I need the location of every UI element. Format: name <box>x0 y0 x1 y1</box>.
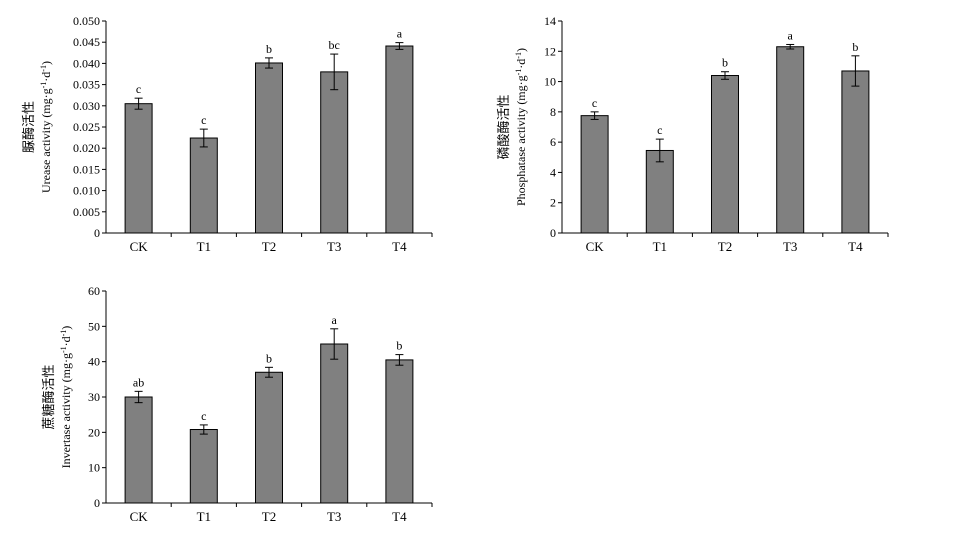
y-tick-label: 10 <box>88 461 100 475</box>
label-part: Urease activity (mg·g <box>39 88 53 193</box>
bar <box>124 103 153 234</box>
significance-letter: b <box>722 56 728 70</box>
category-label: T4 <box>392 509 407 524</box>
significance-letter: b <box>266 42 272 56</box>
category-label: T1 <box>197 239 211 254</box>
bar <box>385 359 414 504</box>
bar <box>711 75 739 234</box>
category-label: T3 <box>783 239 797 254</box>
bar <box>320 343 349 504</box>
category-label: T3 <box>327 239 341 254</box>
urease-chart: 0 0.005 0.010 0.015 0.020 0.025 0.030 0.035 0.04… <box>21 14 433 254</box>
label-part: ·d <box>59 336 73 346</box>
category-label: T2 <box>718 239 732 254</box>
y-tick-label: 0.020 <box>73 141 100 155</box>
significance-letter: bc <box>329 38 340 52</box>
significance-letter: a <box>397 27 403 41</box>
y-tick-label: 12 <box>544 44 556 58</box>
y-tick-label: 60 <box>88 284 100 298</box>
significance-letter: b <box>852 40 858 54</box>
y-tick-label: 30 <box>88 390 100 404</box>
y-tick-label: 50 <box>88 319 100 333</box>
y-tick-label: 0.025 <box>73 120 100 134</box>
bar <box>124 396 153 504</box>
y-tick-label: 8 <box>550 105 556 119</box>
label-part: ·d <box>514 59 528 69</box>
y-axis-label-cn: 脲酶活性 <box>21 101 36 153</box>
label-part: ) <box>59 326 73 330</box>
category-label: T3 <box>327 509 341 524</box>
y-tick-label: 40 <box>88 355 100 369</box>
label-superscript: -1 <box>514 69 523 76</box>
significance-letter: c <box>657 123 662 137</box>
category-label: T1 <box>197 509 211 524</box>
significance-letter: b <box>396 339 402 353</box>
bar <box>320 71 349 234</box>
label-superscript: -1 <box>59 330 68 337</box>
significance-letter: c <box>201 113 206 127</box>
significance-letter: c <box>592 96 597 110</box>
label-superscript: -1 <box>39 65 48 72</box>
y-tick-label: 0.030 <box>73 99 100 113</box>
category-label: CK <box>130 239 149 254</box>
y-axis-label-en: Invertase activity (mg·g-1·d-1) <box>59 326 73 469</box>
bar <box>385 45 414 234</box>
category-label: CK <box>586 239 605 254</box>
y-axis-label-cn: 蔗糖酶活性 <box>41 364 56 429</box>
significance-letter: c <box>136 82 141 96</box>
y-tick-label: 0 <box>94 496 100 510</box>
significance-letter: b <box>266 351 272 365</box>
y-axis-label-cn: 磷酸酶活性 <box>496 94 511 159</box>
y-tick-label: 0.040 <box>73 56 100 70</box>
bar <box>255 371 283 504</box>
y-tick-label: 0.035 <box>73 78 100 92</box>
category-label: CK <box>130 509 149 524</box>
bar <box>776 46 805 234</box>
label-part: ) <box>39 61 53 65</box>
category-label: T1 <box>653 239 667 254</box>
bar <box>189 429 218 504</box>
significance-letter: a <box>332 313 338 327</box>
y-tick-label: 0 <box>550 226 556 240</box>
bar <box>255 62 283 234</box>
significance-letter: c <box>201 409 206 423</box>
significance-letter: ab <box>133 375 144 389</box>
y-tick-label: 0.010 <box>73 184 100 198</box>
y-axis-label-en: Urease activity (mg·g-1·d-1) <box>39 61 53 193</box>
y-tick-label: 10 <box>544 75 556 89</box>
y-tick-label: 0.045 <box>73 35 100 49</box>
y-tick-label: 2 <box>550 196 556 210</box>
y-tick-label: 0 <box>94 226 100 240</box>
label-superscript: -1 <box>59 346 68 353</box>
y-tick-label: 0.050 <box>73 14 100 28</box>
category-label: T2 <box>262 509 276 524</box>
label-superscript: -1 <box>39 82 48 89</box>
y-axis-label-en: Phosphatase activity (mg·g-1·d-1) <box>514 48 528 206</box>
y-tick-label: 0.005 <box>73 205 100 219</box>
y-tick-label: 4 <box>550 165 556 179</box>
y-tick-label: 0.015 <box>73 162 100 176</box>
bar <box>841 70 870 234</box>
category-label: T4 <box>848 239 863 254</box>
y-tick-label: 14 <box>544 14 556 28</box>
significance-letter: a <box>788 28 794 42</box>
bar <box>189 137 218 234</box>
label-part: Phosphatase activity (mg·g <box>514 75 528 206</box>
category-label: T4 <box>392 239 407 254</box>
y-tick-label: 6 <box>550 135 556 149</box>
label-part: ) <box>514 48 528 52</box>
bar <box>645 149 674 234</box>
phosphatase-chart: 0 2 4 6 8 10 12 14 c CK c T1 b T2 a T3 b T4 磷酸酶活性 Phosphata… <box>496 14 889 254</box>
label-superscript: -1 <box>514 52 523 59</box>
label-part: ·d <box>39 72 53 82</box>
y-tick-label: 20 <box>88 425 100 439</box>
label-part: Invertase activity (mg·g <box>59 353 73 468</box>
bar <box>580 115 609 234</box>
category-label: T2 <box>262 239 276 254</box>
invertase-chart: 0 10 20 30 40 50 60 ab CK c T1 b T2 a T3 b T4 蔗糖酶活性 Invert… <box>41 284 433 524</box>
